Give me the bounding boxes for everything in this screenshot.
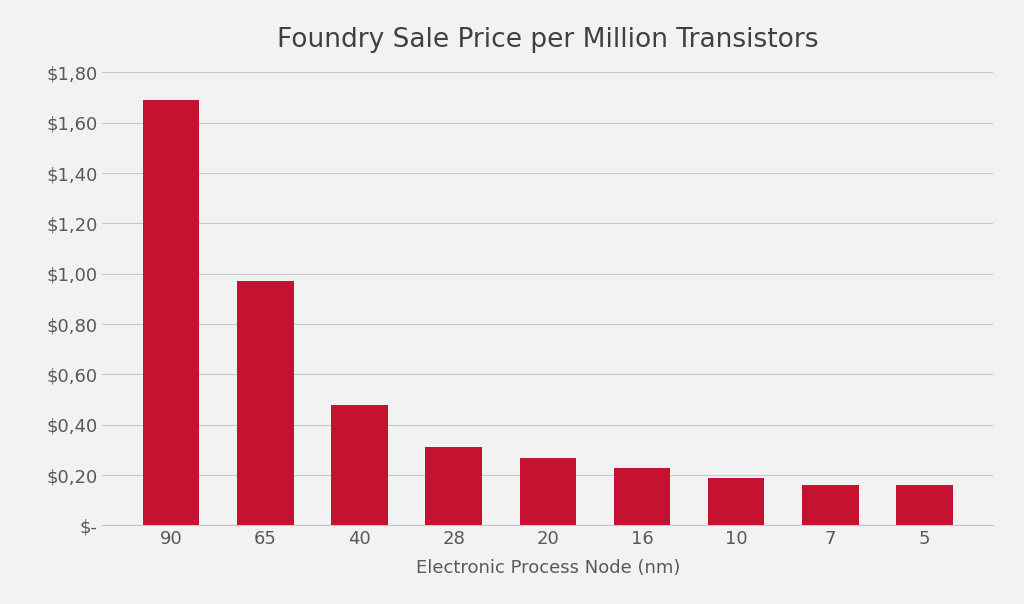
Bar: [238, 281, 294, 525]
Bar: [143, 100, 200, 525]
Bar: [331, 405, 388, 525]
Bar: [802, 485, 858, 525]
X-axis label: Electronic Process Node (nm): Electronic Process Node (nm): [416, 559, 680, 577]
Bar: [519, 458, 577, 525]
Title: Foundry Sale Price per Million Transistors: Foundry Sale Price per Million Transisto…: [278, 27, 818, 54]
Bar: [613, 467, 671, 525]
Bar: [708, 478, 765, 525]
Bar: [896, 485, 952, 525]
Bar: [425, 448, 482, 525]
